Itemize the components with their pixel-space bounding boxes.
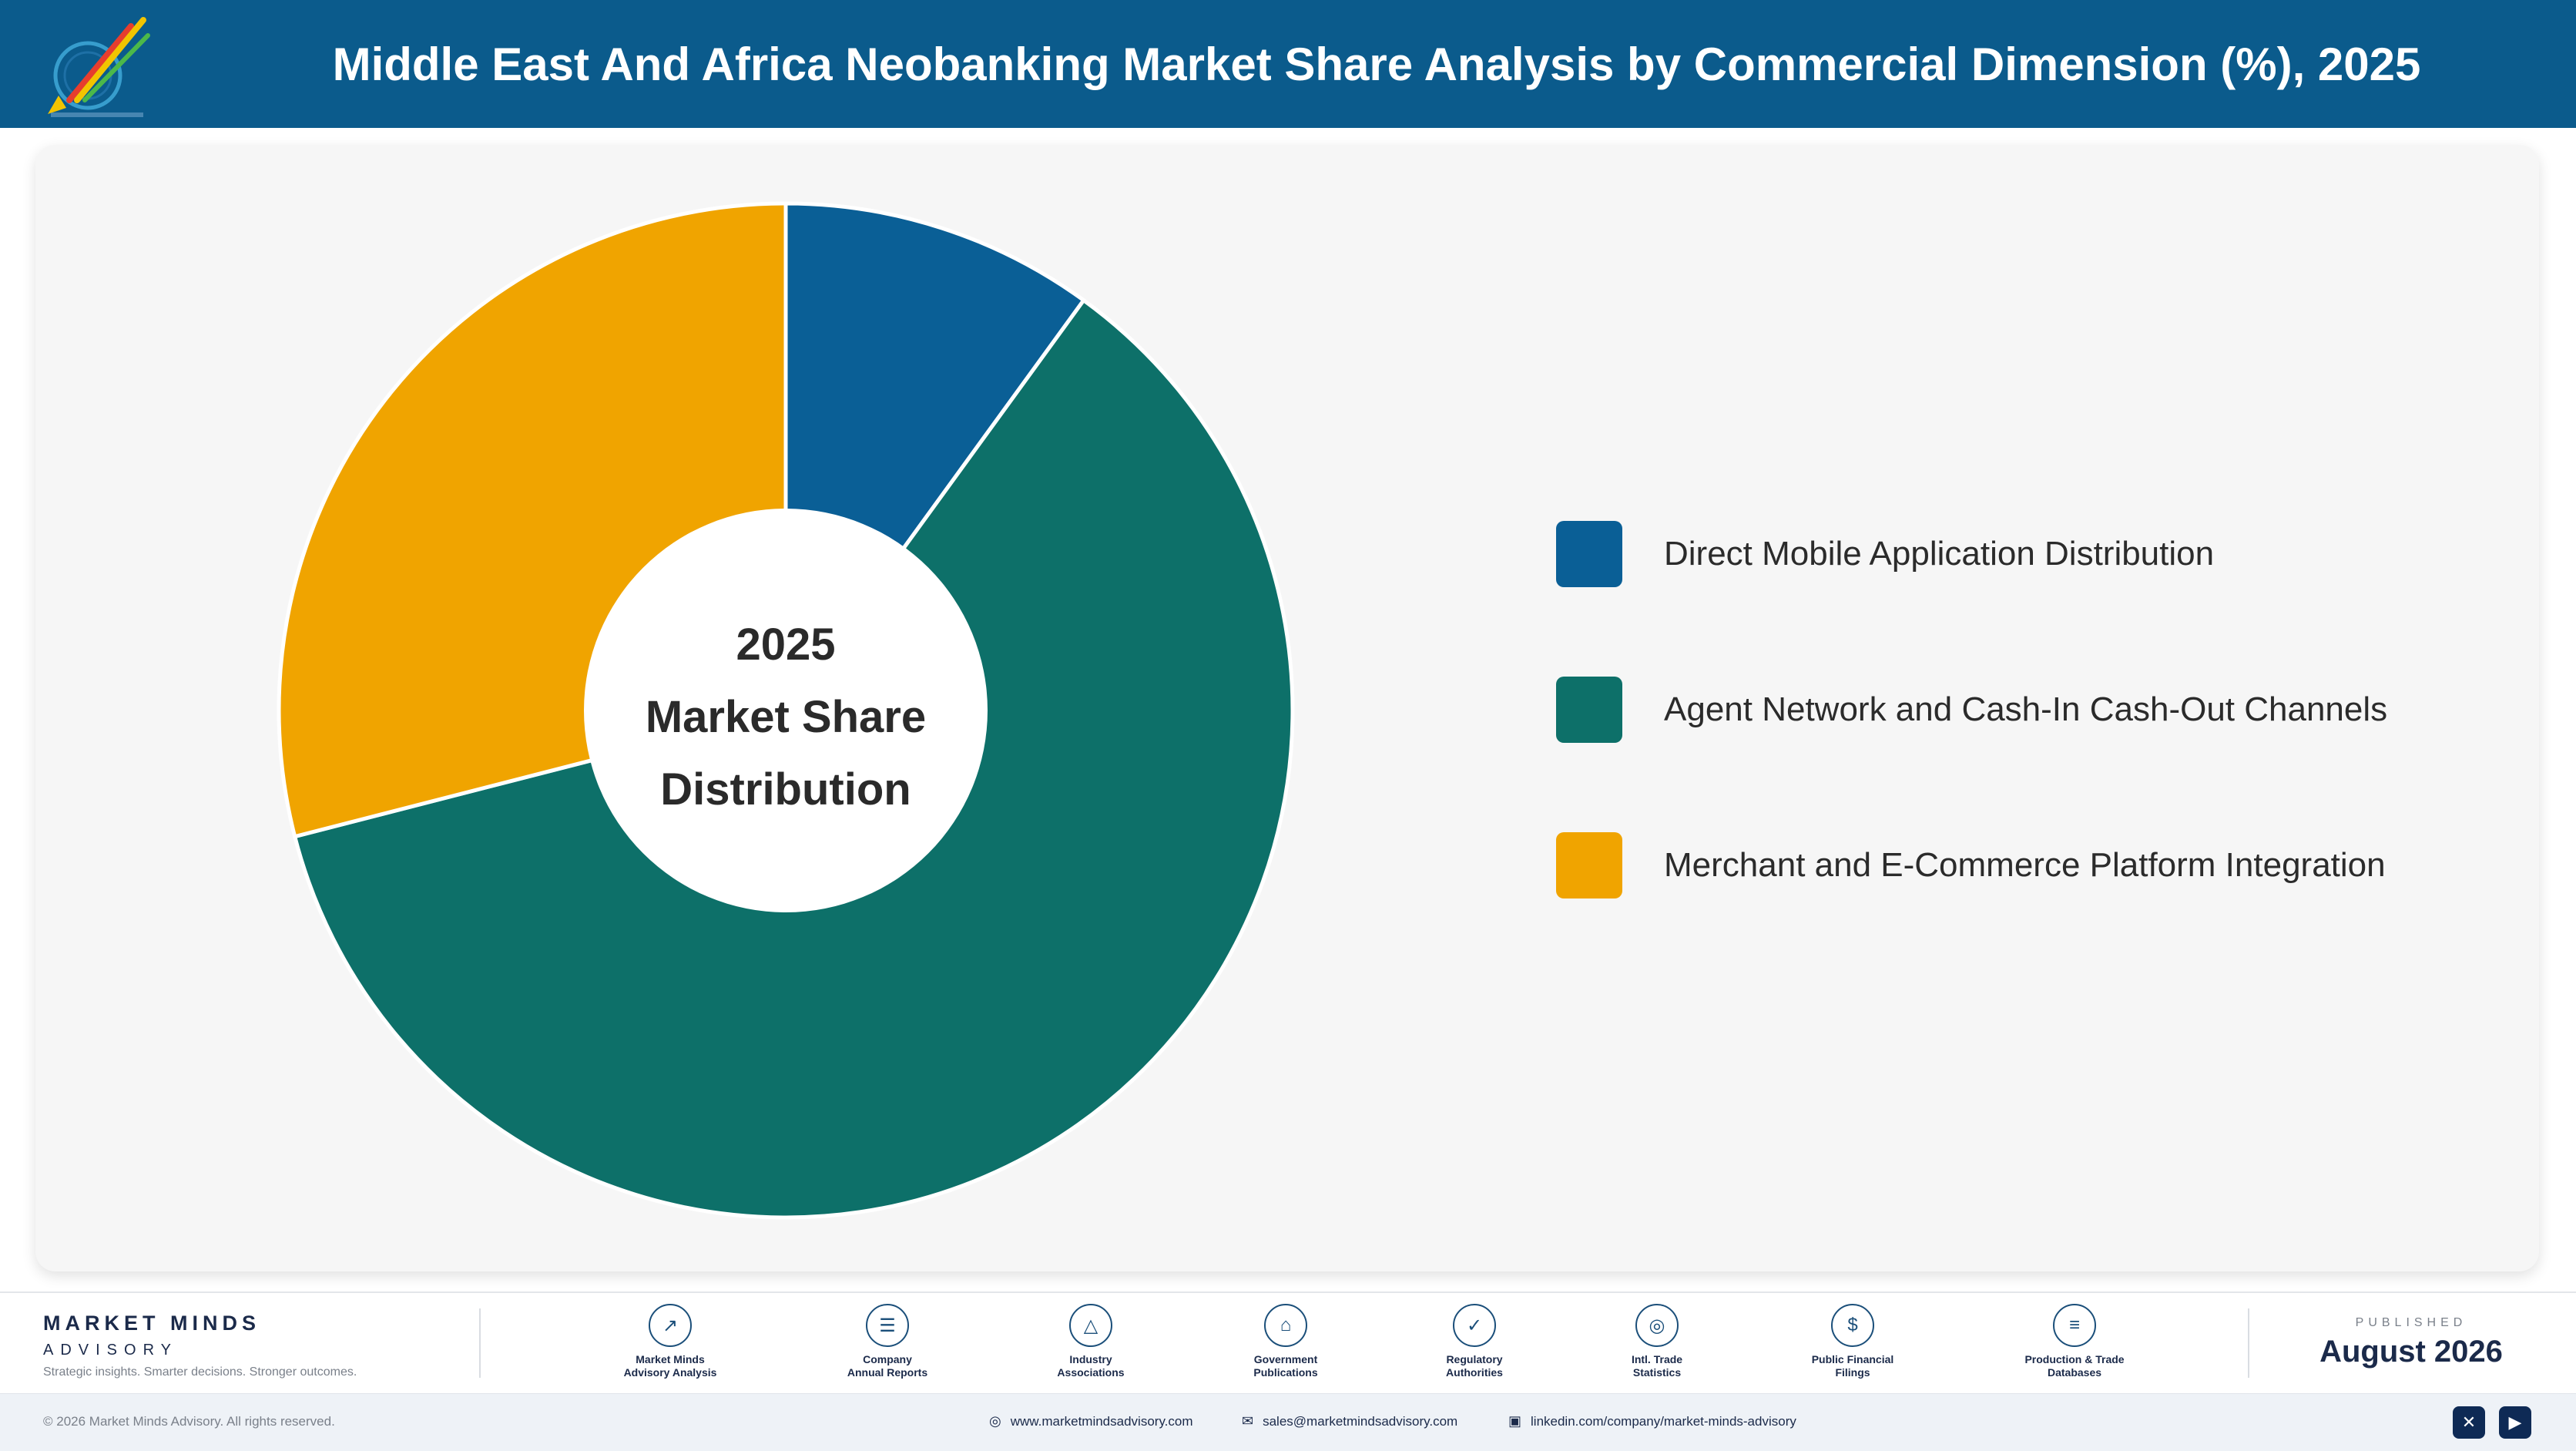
- brand-block: MARKET MINDS ADVISORY Strategic insights…: [43, 1312, 357, 1379]
- globe-icon: ◎: [1635, 1304, 1679, 1347]
- youtube-icon[interactable]: ▶: [2499, 1406, 2531, 1439]
- source-line2: Advisory Analysis: [623, 1366, 717, 1379]
- source-trade-databases: ≡ Production & Trade Databases: [1997, 1304, 2152, 1379]
- source-company-reports: ☰ Company Annual Reports: [810, 1304, 964, 1379]
- network-icon: △: [1069, 1304, 1112, 1347]
- legend-swatch: [1556, 677, 1622, 743]
- source-line2: Publications: [1253, 1366, 1318, 1379]
- mail-icon: ✉: [1242, 1413, 1254, 1429]
- legend-item-direct-mobile[interactable]: Direct Mobile Application Distribution: [1556, 521, 2387, 587]
- brand-name: MARKET MINDS: [43, 1312, 260, 1335]
- bottom-bar: © 2026 Market Minds Advisory. All rights…: [0, 1393, 2576, 1451]
- legend-swatch: [1556, 832, 1622, 898]
- source-industry-associations: △ Industry Associations: [1014, 1304, 1168, 1379]
- dollar-coin-icon: $: [1831, 1304, 1874, 1347]
- website-link[interactable]: ◎ www.marketmindsadvisory.com: [989, 1413, 1193, 1429]
- published-block: PUBLISHED August 2026: [2257, 1316, 2565, 1369]
- globe-icon: ◎: [989, 1413, 1001, 1429]
- source-line2: Authorities: [1446, 1366, 1503, 1379]
- footer: MARKET MINDS ADVISORY Strategic insights…: [0, 1291, 2576, 1393]
- source-line1: Company: [863, 1353, 912, 1365]
- source-government: ⌂ Government Publications: [1209, 1304, 1363, 1379]
- source-line1: Production & Trade: [2024, 1353, 2125, 1365]
- trend-chart-icon: ↗: [649, 1304, 692, 1347]
- source-line1: Regulatory: [1446, 1353, 1503, 1365]
- linkedin-text: linkedin.com/company/market-minds-adviso…: [1531, 1413, 1796, 1429]
- x-icon[interactable]: ✕: [2453, 1406, 2485, 1439]
- source-line2: Statistics: [1632, 1366, 1682, 1379]
- source-trade-statistics: ◎ Intl. Trade Statistics: [1580, 1304, 1734, 1379]
- legend-label: Agent Network and Cash-In Cash-Out Chann…: [1664, 690, 2388, 728]
- center-label-line3: Distribution: [660, 764, 911, 815]
- website-text: www.marketmindsadvisory.com: [1010, 1413, 1193, 1429]
- brand-subtitle: ADVISORY: [43, 1342, 178, 1359]
- legend-label: Merchant and E-Commerce Platform Integra…: [1664, 846, 2386, 884]
- footer-divider: [479, 1308, 481, 1378]
- database-icon: ≡: [2053, 1304, 2096, 1347]
- source-line2: Databases: [2047, 1366, 2102, 1379]
- legend-item-merchant-ecommerce[interactable]: Merchant and E-Commerce Platform Integra…: [1556, 832, 2387, 898]
- brand-tagline: Strategic insights. Smarter decisions. S…: [43, 1365, 357, 1379]
- source-line1: Government: [1253, 1353, 1318, 1365]
- government-building-icon: ⌂: [1264, 1304, 1307, 1347]
- source-financial-filings: $ Public Financial Filings: [1776, 1304, 1930, 1379]
- donut-center-label: 2025 Market Share Distribution: [593, 609, 978, 826]
- source-line1: Industry: [1069, 1353, 1112, 1365]
- data-sources: ↗ Market Minds Advisory Analysis ☰ Compan…: [539, 1304, 2188, 1389]
- published-date: August 2026: [2319, 1335, 2503, 1369]
- source-market-minds: ↗ Market Minds Advisory Analysis: [593, 1304, 747, 1379]
- legend-item-agent-network[interactable]: Agent Network and Cash-In Cash-Out Chann…: [1556, 677, 2387, 743]
- published-label: PUBLISHED: [2355, 1316, 2467, 1329]
- center-label-year: 2025: [736, 620, 836, 670]
- center-label-line2: Market Share: [645, 692, 927, 742]
- header-bar: Middle East And Africa Neobanking Market…: [0, 0, 2576, 128]
- chart-legend: Direct Mobile Application Distribution A…: [1556, 521, 2387, 988]
- source-line2: Filings: [1835, 1366, 1870, 1379]
- source-regulatory: ✓ Regulatory Authorities: [1397, 1304, 1551, 1379]
- email-link[interactable]: ✉ sales@marketmindsadvisory.com: [1242, 1413, 1457, 1429]
- linkedin-link[interactable]: ▣ linkedin.com/company/market-minds-advi…: [1508, 1413, 1796, 1429]
- document-icon: ☰: [866, 1304, 909, 1347]
- rocket-logo-icon: [48, 17, 150, 117]
- copyright-text: © 2026 Market Minds Advisory. All rights…: [43, 1414, 335, 1429]
- linkedin-icon: ▣: [1508, 1413, 1522, 1429]
- footer-divider: [2248, 1308, 2249, 1378]
- source-line2: Associations: [1057, 1366, 1125, 1379]
- email-text: sales@marketmindsadvisory.com: [1263, 1413, 1458, 1429]
- source-line1: Market Minds: [636, 1353, 705, 1365]
- legend-swatch: [1556, 521, 1622, 587]
- legend-label: Direct Mobile Application Distribution: [1664, 535, 2215, 573]
- shield-check-icon: ✓: [1453, 1304, 1496, 1347]
- page-title: Middle East And Africa Neobanking Market…: [332, 38, 2421, 90]
- source-line1: Intl. Trade: [1631, 1353, 1683, 1365]
- source-line2: Annual Reports: [847, 1366, 928, 1379]
- source-line1: Public Financial: [1811, 1353, 1894, 1365]
